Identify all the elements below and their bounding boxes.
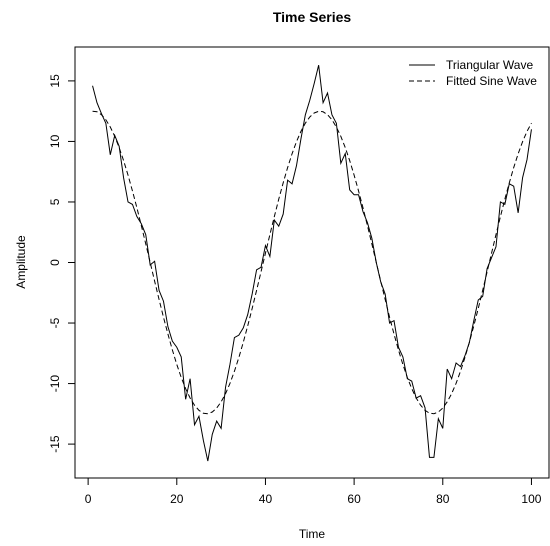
series-line [92,65,532,462]
x-tick-label: 20 [170,492,184,506]
series-line [92,110,532,415]
x-tick-label: 0 [85,492,92,506]
x-tick-label: 40 [259,492,273,506]
y-tick-label: 0 [48,259,62,266]
y-tick-label: -15 [48,435,62,453]
plot-frame [74,46,550,479]
x-tick-label: 100 [521,492,541,506]
y-tick-label: 10 [48,134,62,148]
y-axis-label: Amplitude [14,235,28,289]
y-tick-label: 5 [48,198,62,205]
legend-label: Triangular Wave [446,58,533,72]
y-tick-label: -5 [48,317,62,328]
x-tick-label: 80 [436,492,450,506]
y-tick-label: -10 [48,375,62,393]
x-axis-label: Time [299,527,326,541]
chart-title: Time Series [273,9,352,25]
y-tick-label: 15 [48,74,62,88]
legend-label: Fitted Sine Wave [446,74,537,88]
x-tick-label: 60 [347,492,361,506]
